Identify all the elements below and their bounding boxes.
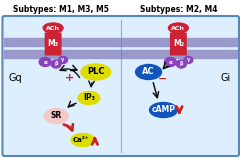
Ellipse shape [164,58,176,67]
Text: γ: γ [61,58,65,63]
Text: Ca²⁺: Ca²⁺ [73,137,89,143]
Ellipse shape [78,91,100,104]
Text: Gi: Gi [221,73,231,83]
Text: −: − [158,74,167,84]
Ellipse shape [59,57,67,64]
Ellipse shape [71,134,95,146]
Text: β: β [180,61,183,67]
Text: α: α [168,60,172,64]
Text: β: β [54,61,58,67]
Text: Gq: Gq [9,73,22,83]
Text: IP₃: IP₃ [83,94,95,103]
Text: M₂: M₂ [173,40,184,49]
Text: γ: γ [187,58,190,63]
Ellipse shape [136,64,162,79]
FancyBboxPatch shape [2,16,239,156]
Text: cAMP: cAMP [151,106,175,115]
Text: α: α [43,60,47,64]
Text: PLC: PLC [87,67,105,76]
Text: AC: AC [142,67,155,76]
Ellipse shape [43,23,63,33]
Ellipse shape [150,103,177,118]
Ellipse shape [39,58,51,67]
Ellipse shape [176,60,186,68]
FancyBboxPatch shape [170,33,187,55]
Text: ACh: ACh [46,25,60,30]
Text: Subtypes: M2, M4: Subtypes: M2, M4 [140,6,217,15]
Ellipse shape [44,109,68,124]
Ellipse shape [51,60,61,68]
FancyBboxPatch shape [45,33,62,55]
Text: Subtypes: M1, M3, M5: Subtypes: M1, M3, M5 [13,6,109,15]
Text: ACh: ACh [171,25,185,30]
Ellipse shape [81,64,111,80]
Ellipse shape [184,57,193,64]
Text: +: + [64,73,74,83]
Text: SR: SR [50,112,62,121]
Ellipse shape [168,23,188,33]
Text: M₃: M₃ [48,40,59,49]
